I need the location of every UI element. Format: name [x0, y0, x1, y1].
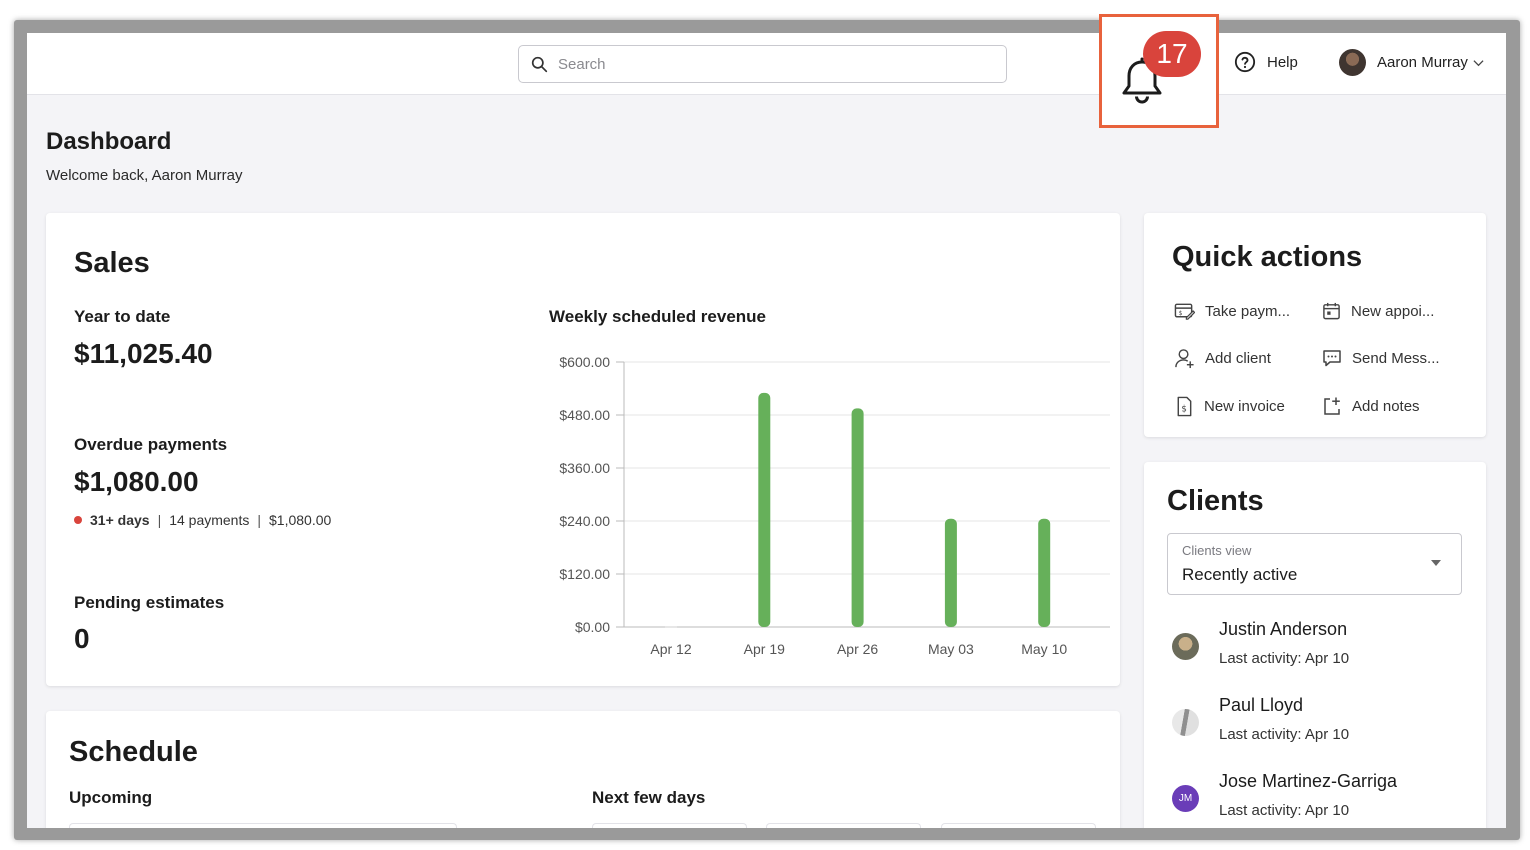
avatar — [1172, 633, 1199, 660]
chart-bar — [944, 518, 957, 627]
welcome-message: Welcome back, Aaron Murray — [46, 167, 243, 184]
status-dot — [74, 516, 82, 524]
search-input[interactable] — [558, 55, 978, 73]
new-appointment-action[interactable]: New appoi... — [1322, 301, 1434, 321]
help-icon — [1234, 51, 1256, 73]
clients-view-select[interactable]: Clients view Recently active — [1167, 533, 1462, 595]
app-window: Help Aaron Murray Dashboard Welcome back… — [27, 33, 1506, 828]
schedule-title: Schedule — [69, 736, 198, 768]
add-notes-label: Add notes — [1352, 397, 1420, 415]
clients-card: Clients Clients view Recently active Jus… — [1144, 462, 1486, 828]
user-name: Aaron Murray — [1377, 54, 1468, 71]
revenue-chart: $0.00 $120.00 $240.00 $360.00 $480.00 $600.00… — [559, 354, 1110, 657]
client-name: Justin Anderson — [1219, 619, 1348, 639]
client-list-item[interactable]: Justin Anderson Last activity: Apr 10 — [1172, 619, 1472, 679]
avatar — [1339, 49, 1366, 76]
x-tick-label: Apr 19 — [744, 641, 785, 657]
y-tick-label: $240.00 — [559, 513, 610, 529]
add-user-icon — [1175, 349, 1194, 369]
overdue-value: $1,080.00 — [74, 466, 199, 497]
y-tick-label: $0.00 — [575, 619, 610, 635]
x-tick-label: Apr 12 — [650, 641, 691, 657]
message-icon — [1323, 350, 1341, 367]
notification-badge: 17 — [1143, 31, 1201, 77]
svg-text:$: $ — [1179, 311, 1183, 317]
upcoming-label: Upcoming — [69, 788, 153, 807]
overdue-label: Overdue payments — [74, 435, 228, 454]
sales-title: Sales — [74, 247, 150, 279]
chevron-down-icon — [1473, 59, 1484, 66]
schedule-card: Schedule Upcoming Next few days — [46, 711, 1120, 828]
separator: | — [157, 512, 162, 528]
y-tick-label: $600.00 — [559, 354, 610, 370]
take-payment-label: Take paym... — [1205, 302, 1291, 320]
notes-icon — [1324, 397, 1340, 415]
day-column — [766, 823, 921, 828]
ytd-label: Year to date — [74, 307, 171, 326]
client-name: Jose Martinez-Garriga — [1219, 771, 1398, 791]
clients-title: Clients — [1167, 485, 1264, 517]
page-title: Dashboard — [46, 128, 172, 155]
overdue-age: 31+ days — [90, 512, 150, 528]
add-notes-action[interactable]: Add notes — [1322, 396, 1420, 416]
separator: | — [257, 512, 262, 528]
pending-value: 0 — [74, 623, 90, 654]
send-message-label: Send Mess... — [1352, 349, 1440, 367]
client-activity: Last activity: Apr 10 — [1219, 802, 1350, 819]
send-message-action[interactable]: Send Mess... — [1322, 348, 1440, 368]
client-activity: Last activity: Apr 10 — [1219, 726, 1350, 743]
ytd-value: $11,025.40 — [74, 338, 213, 369]
x-tick-label: May 10 — [1021, 641, 1067, 657]
new-appointment-label: New appoi... — [1351, 302, 1435, 320]
client-activity: Last activity: Apr 10 — [1219, 650, 1350, 667]
add-client-action[interactable]: Add client — [1174, 348, 1271, 369]
x-tick-label: May 03 — [928, 641, 974, 657]
clients-view-label: Clients view — [1182, 543, 1252, 558]
client-name: Paul Lloyd — [1219, 695, 1304, 715]
sales-card: Sales Year to date $11,025.40 Overdue pa… — [46, 213, 1120, 686]
client-list-item[interactable]: Paul Lloyd Last activity: Apr 10 — [1172, 695, 1472, 755]
x-tick-label: Apr 26 — [837, 641, 878, 657]
chart-title: Weekly scheduled revenue — [549, 307, 767, 326]
add-client-label: Add client — [1205, 350, 1271, 367]
svg-text:$: $ — [1181, 404, 1186, 414]
user-menu[interactable]: Aaron Murray — [1339, 49, 1484, 76]
quick-actions-title: Quick actions — [1172, 241, 1363, 273]
new-invoice-label: New invoice — [1204, 398, 1285, 415]
calendar-icon — [1323, 302, 1340, 320]
y-tick-label: $360.00 — [559, 460, 610, 476]
quick-actions-card: Quick actions $ Take paym... New appoi..… — [1144, 213, 1486, 437]
overdue-amount: $1,080.00 — [269, 512, 332, 528]
client-list-item[interactable]: JM Jose Martinez-Garriga Last activity: … — [1172, 771, 1472, 828]
search-box[interactable] — [518, 45, 1007, 83]
pending-label: Pending estimates — [74, 593, 225, 612]
chart-bar — [851, 408, 864, 627]
top-bar: Help Aaron Murray — [27, 33, 1506, 95]
day-column — [592, 823, 747, 828]
avatar — [1172, 709, 1199, 736]
next-few-days-label: Next few days — [592, 788, 706, 807]
dropdown-arrow-icon — [1431, 560, 1441, 566]
search-icon — [531, 56, 548, 72]
new-invoice-action[interactable]: $ New invoice — [1174, 396, 1285, 417]
day-column — [941, 823, 1096, 828]
upcoming-list-panel — [69, 823, 457, 828]
clients-view-value: Recently active — [1182, 565, 1298, 584]
help-button[interactable]: Help — [1234, 51, 1298, 73]
invoice-icon: $ — [1177, 396, 1192, 417]
notifications-button[interactable]: 17 — [1099, 14, 1219, 128]
take-payment-action[interactable]: $ Take paym... — [1174, 301, 1290, 321]
y-tick-label: $480.00 — [559, 407, 610, 423]
chart-bar — [758, 392, 771, 627]
avatar-initials: JM — [1172, 785, 1199, 812]
y-tick-label: $120.00 — [559, 566, 610, 582]
overdue-detail: 31+ days | 14 payments | $1,080.00 — [74, 512, 331, 528]
payment-icon: $ — [1174, 303, 1195, 320]
overdue-count: 14 payments — [169, 512, 250, 528]
chart-bar — [1038, 518, 1051, 627]
help-label: Help — [1267, 53, 1298, 71]
